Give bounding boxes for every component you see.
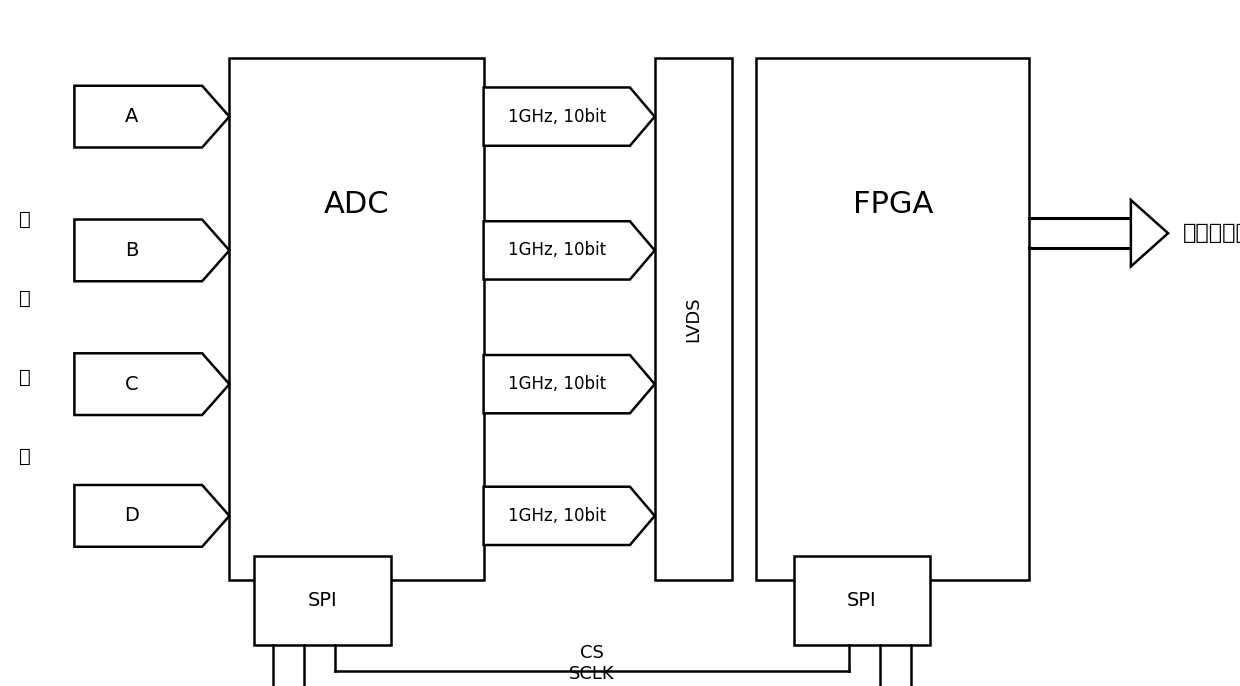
Text: ADC: ADC — [324, 190, 389, 219]
Text: 拟: 拟 — [19, 289, 31, 308]
Text: 1GHz, 10bit: 1GHz, 10bit — [507, 108, 606, 126]
Polygon shape — [74, 86, 229, 147]
Text: SPI: SPI — [847, 591, 877, 610]
Text: FPGA: FPGA — [853, 190, 932, 219]
Text: 1GHz, 10bit: 1GHz, 10bit — [507, 507, 606, 525]
Text: 模: 模 — [19, 210, 31, 229]
Polygon shape — [74, 353, 229, 415]
Text: SCLK: SCLK — [569, 665, 615, 683]
Text: 信: 信 — [19, 368, 31, 387]
Bar — [229, 58, 484, 580]
Text: 1GHz, 10bit: 1GHz, 10bit — [507, 241, 606, 259]
Text: 号: 号 — [19, 447, 31, 466]
Polygon shape — [74, 485, 229, 547]
Bar — [756, 58, 1029, 580]
Polygon shape — [484, 487, 655, 545]
Text: SPI: SPI — [308, 591, 337, 610]
Text: B: B — [125, 241, 139, 260]
Text: C: C — [125, 375, 139, 394]
Polygon shape — [484, 88, 655, 146]
Text: 以太网输出: 以太网输出 — [1183, 223, 1240, 244]
Bar — [254, 556, 391, 645]
Text: SDI: SDI — [577, 685, 608, 686]
Text: 1GHz, 10bit: 1GHz, 10bit — [507, 375, 606, 393]
Polygon shape — [484, 221, 655, 280]
Text: CS: CS — [580, 644, 604, 662]
Text: D: D — [124, 506, 139, 525]
Text: A: A — [125, 107, 139, 126]
Bar — [655, 58, 732, 580]
Text: LVDS: LVDS — [684, 296, 702, 342]
Bar — [794, 556, 930, 645]
Polygon shape — [74, 220, 229, 281]
Polygon shape — [484, 355, 655, 413]
Polygon shape — [1131, 200, 1168, 266]
